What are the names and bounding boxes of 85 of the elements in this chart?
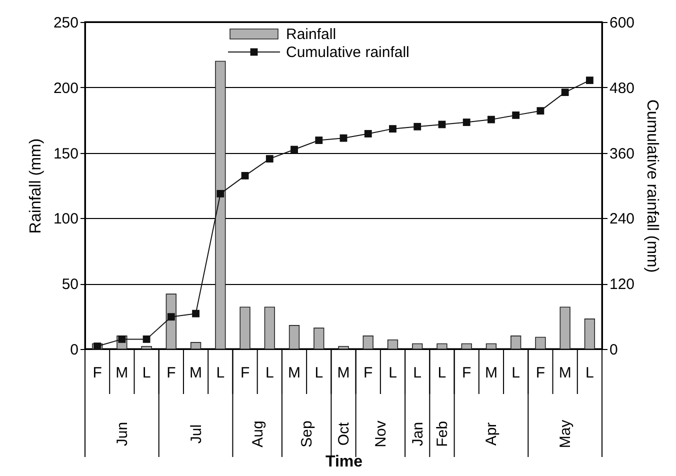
point [462, 118, 470, 126]
point [192, 310, 200, 318]
x-tick-label: L [265, 364, 274, 382]
x-tick-label: M [116, 364, 128, 382]
bar [166, 294, 176, 350]
x-tick-label: F [364, 364, 373, 382]
x-tick-label: M [288, 364, 301, 382]
x-tick-label: M [484, 364, 498, 382]
point [216, 190, 224, 198]
text: Jan [409, 422, 426, 446]
x-tick-label: L [438, 364, 446, 382]
x-tick-label: F [536, 364, 546, 382]
bar [240, 306, 250, 350]
x-tick-label: L [142, 364, 151, 382]
text: May [557, 419, 574, 448]
text: Oct [336, 422, 352, 446]
x-tick-label: L [586, 364, 594, 382]
text: Jun [114, 422, 131, 446]
y2-tick-label: 600 [610, 14, 635, 32]
text: Nov [372, 420, 390, 448]
y2-tick-label: 120 [610, 276, 635, 294]
text: Sep [298, 420, 316, 448]
legend-label: Rainfall [286, 26, 336, 43]
text: Feb [434, 421, 451, 447]
y-tick-label: 50 [62, 276, 78, 294]
x-tick-label: M [558, 364, 572, 382]
x-tick-label: F [240, 364, 250, 382]
x-tick-label: L [413, 364, 422, 382]
x-tick-label: L [314, 364, 324, 382]
point [512, 111, 520, 119]
bar [461, 343, 472, 350]
point [488, 116, 495, 124]
bar [535, 336, 546, 350]
bar [486, 343, 497, 350]
y2-tick-label: 360 [610, 145, 635, 162]
point [389, 125, 396, 133]
y-tick-label: 250 [53, 14, 78, 32]
y2-tick-label: 240 [610, 210, 635, 228]
point [364, 130, 372, 138]
point [340, 134, 348, 142]
point [536, 107, 544, 115]
text: Jul [188, 424, 205, 444]
point [586, 76, 594, 84]
bar [584, 318, 596, 350]
bar [314, 328, 324, 350]
x-tick-label: F [166, 364, 176, 382]
y-tick-label: 200 [53, 80, 78, 97]
bar [288, 325, 300, 350]
x-tick-label: L [512, 364, 520, 382]
y-tick-label: 0 [70, 342, 78, 358]
x-tick-label: F [92, 364, 102, 382]
point [142, 335, 150, 343]
y2-tick-label: 0 [610, 342, 618, 358]
point [266, 155, 274, 163]
y-tick-label: 150 [53, 145, 78, 162]
point [290, 146, 298, 154]
bar [387, 339, 398, 350]
x-axis-title: Time [325, 454, 363, 470]
bar [215, 60, 226, 350]
bar [190, 342, 202, 350]
point [167, 313, 175, 321]
y2-tick-label: 480 [610, 80, 635, 97]
legend-label: Cumulative rainfall [286, 44, 410, 61]
x-tick-label: M [190, 364, 202, 382]
text: Aug [249, 420, 266, 448]
x-tick-label: M [337, 364, 350, 382]
x-tick-label: L [216, 364, 225, 382]
point [561, 88, 569, 96]
bar [264, 306, 275, 350]
point [315, 136, 323, 144]
y2-axis-title: Cumulative rainfall (mm) [644, 99, 661, 273]
text: Apr [483, 422, 500, 446]
x-tick-label: L [388, 364, 397, 382]
point [414, 122, 422, 130]
y-axis-title: Rainfall (mm) [27, 138, 44, 234]
bar [436, 343, 448, 350]
bar [560, 306, 570, 350]
bar [338, 346, 349, 350]
bar [510, 336, 522, 350]
bar [141, 346, 152, 350]
bar [362, 336, 374, 350]
point [241, 172, 249, 180]
y-tick-label: 100 [53, 210, 78, 228]
bar [412, 343, 423, 350]
x-tick-label: F [462, 364, 472, 382]
